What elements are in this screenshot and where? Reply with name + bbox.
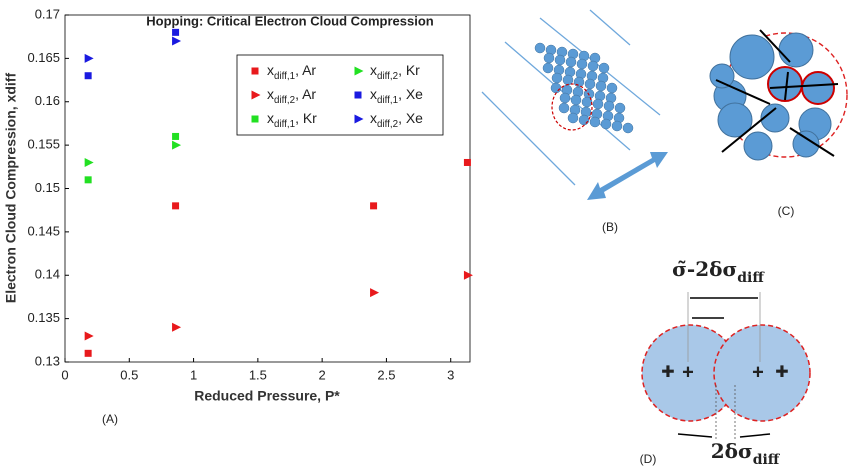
x-tick-label: 1.5 — [249, 367, 267, 382]
panel-label: (C) — [778, 204, 795, 218]
marker-triangle — [172, 322, 182, 332]
marker-triangle — [370, 288, 380, 298]
particle — [600, 118, 612, 130]
particle — [542, 62, 554, 74]
formula-label: σ̃-2δσdiff — [672, 257, 765, 287]
panel-label: (B) — [602, 220, 618, 234]
x-tick-label: 2 — [319, 367, 326, 382]
plus-outline: ✚ — [775, 364, 788, 381]
particle — [567, 112, 579, 124]
highlight-circle — [551, 83, 593, 131]
legend-label: xdiff,2, Kr — [370, 62, 420, 82]
marker-triangle — [354, 66, 364, 76]
particle — [595, 80, 607, 92]
particle — [584, 78, 596, 90]
marker-triangle — [84, 157, 94, 167]
marker-triangle — [251, 90, 261, 100]
x-tick-label: 0.5 — [120, 367, 138, 382]
y-tick-label: 0.145 — [27, 223, 60, 238]
plus: + — [682, 361, 694, 383]
legend-box — [236, 54, 444, 136]
marker-square — [370, 202, 378, 210]
particle — [598, 62, 610, 74]
marker-square — [84, 72, 92, 80]
particle — [554, 54, 566, 66]
particle — [614, 102, 626, 114]
marker-triangle — [172, 36, 182, 46]
particle — [603, 100, 615, 112]
plus-outline: ✚ — [661, 364, 674, 381]
particle — [589, 116, 601, 128]
marker-triangle — [463, 270, 473, 280]
marker-square — [172, 28, 180, 36]
marker-square — [84, 349, 92, 357]
atom-right — [713, 324, 811, 422]
particle — [543, 52, 555, 64]
vectors — [715, 29, 839, 157]
x-axis-label: Reduced Pressure, P* — [194, 388, 340, 404]
legend-label: xdiff,2, Ar — [267, 86, 316, 106]
marker-triangle — [354, 114, 364, 124]
plus: + — [752, 361, 764, 383]
y-tick-label: 0.16 — [35, 93, 60, 108]
particle — [587, 60, 599, 72]
particle — [565, 56, 577, 68]
particle — [578, 114, 590, 126]
particle — [550, 82, 562, 94]
particle — [551, 72, 563, 84]
marker-square — [84, 176, 92, 184]
marker-square — [354, 91, 362, 99]
panel-label: (A) — [102, 412, 118, 426]
y-tick-label: 0.15 — [35, 180, 60, 195]
chart-title: Hopping: Critical Electron Cloud Compres… — [146, 13, 434, 28]
legend-label: xdiff,1, Kr — [267, 110, 317, 130]
x-tick-label: 2.5 — [377, 367, 395, 382]
formula-label: 2δσdiff — [711, 439, 781, 469]
particle-cluster — [534, 42, 634, 134]
dimension-lines — [677, 292, 771, 440]
y-tick-label: 0.165 — [27, 50, 60, 65]
marker-triangle — [172, 140, 182, 150]
x-tick-label: 1 — [190, 367, 197, 382]
marker-triangle — [84, 331, 94, 341]
panel-label: (D) — [640, 452, 657, 466]
y-axis-label: Electron Cloud Compression, xdiff — [3, 73, 19, 304]
particle — [576, 58, 588, 70]
y-tick-label: 0.155 — [27, 137, 60, 152]
particle — [622, 122, 634, 134]
particle — [592, 98, 604, 110]
particle — [606, 82, 618, 94]
double-arrow — [587, 152, 668, 200]
x-tick-label: 0 — [61, 367, 68, 382]
legend-label: xdiff,1, Xe — [370, 86, 423, 106]
particle — [570, 94, 582, 106]
marker-square — [463, 158, 471, 166]
particle — [534, 42, 546, 54]
legend-label: xdiff,1, Ar — [267, 62, 316, 82]
marker-square — [172, 132, 180, 140]
marker-square — [251, 67, 259, 75]
y-tick-label: 0.17 — [35, 6, 60, 21]
particle — [558, 102, 570, 114]
y-tick-label: 0.14 — [35, 267, 60, 282]
x-tick-label: 3 — [447, 367, 454, 382]
y-tick-label: 0.135 — [27, 310, 60, 325]
marker-triangle — [84, 53, 94, 63]
particle — [559, 92, 571, 104]
marker-square — [251, 115, 259, 123]
legend-label: xdiff,2, Xe — [370, 110, 423, 130]
particle — [611, 120, 623, 132]
marker-square — [172, 202, 180, 210]
y-tick-label: 0.13 — [35, 353, 60, 368]
